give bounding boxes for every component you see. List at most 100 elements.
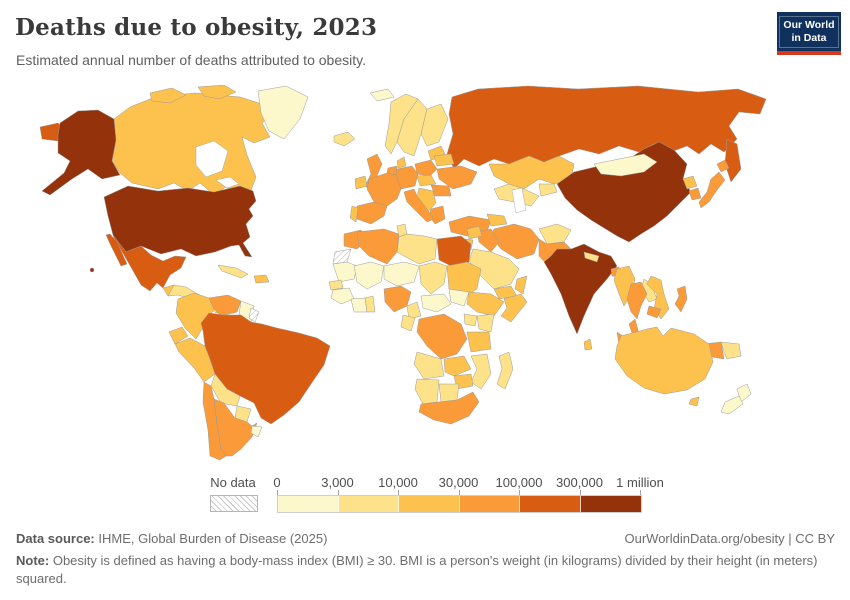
country-iceland[interactable] (333, 131, 356, 147)
country-czechia-hungary[interactable] (416, 174, 437, 187)
country-dr-congo[interactable] (416, 313, 468, 360)
country-namibia[interactable] (414, 378, 440, 405)
country-guinea[interactable] (330, 287, 355, 305)
country-mexico[interactable] (112, 234, 187, 292)
legend-bin-2[interactable] (399, 496, 460, 512)
country-japan[interactable] (698, 171, 726, 209)
country-greenland[interactable] (257, 85, 309, 140)
legend-bin-3[interactable] (459, 496, 520, 512)
legend-tick-label: 0 (273, 475, 281, 490)
country-denmark[interactable] (396, 156, 407, 169)
country-nigeria[interactable] (383, 285, 412, 313)
country-sweden[interactable] (396, 98, 428, 157)
country-chad[interactable] (418, 261, 448, 295)
country-afghanistan[interactable] (538, 223, 572, 245)
country-brazil[interactable] (200, 312, 331, 425)
country-poland[interactable] (414, 159, 438, 177)
country-french-guiana[interactable] (248, 307, 260, 323)
country-ethiopia[interactable] (466, 291, 505, 317)
country-iraq[interactable] (476, 228, 500, 253)
country-zambia[interactable] (443, 355, 472, 377)
country-venezuela[interactable] (208, 294, 242, 317)
legend-no-data-label: No data (210, 475, 256, 490)
country-mozambique[interactable] (470, 353, 492, 390)
country-kenya[interactable] (476, 313, 495, 333)
country-botswana[interactable] (438, 383, 460, 403)
country-mexico-baja[interactable] (105, 233, 128, 267)
country-belarus[interactable] (433, 153, 455, 167)
country-canada-arctic-islands-2[interactable] (197, 85, 237, 100)
country-vietnam[interactable] (646, 275, 670, 320)
country-thailand[interactable] (626, 281, 648, 320)
country-ukraine[interactable] (436, 165, 478, 190)
country-russia[interactable] (446, 85, 767, 170)
country-romania[interactable] (430, 184, 452, 197)
legend-color-scale (277, 495, 642, 513)
country-new-zealand-south[interactable] (720, 395, 744, 415)
country-ecuador[interactable] (168, 326, 189, 345)
country-egypt[interactable] (436, 235, 472, 267)
country-china[interactable] (556, 141, 692, 243)
legend-bin-5[interactable] (580, 496, 641, 512)
country-niger[interactable] (383, 261, 420, 287)
owid-license-link[interactable]: OurWorldinData.org/obesity | CC BY (624, 531, 836, 546)
country-mongolia[interactable] (593, 153, 658, 177)
country-philippines[interactable] (674, 285, 688, 313)
country-usa[interactable] (103, 185, 257, 258)
country-syria[interactable] (466, 225, 483, 240)
country-canada-arctic-islands[interactable] (149, 87, 187, 104)
country-argentina[interactable] (213, 398, 258, 457)
country-india[interactable] (543, 243, 618, 335)
country-australia-tasmania[interactable] (688, 396, 700, 407)
country-algeria[interactable] (356, 228, 400, 265)
country-hispaniola[interactable] (253, 274, 270, 284)
country-japan-hokkaido[interactable] (716, 159, 730, 173)
country-south-korea[interactable] (688, 187, 702, 201)
legend-bin-0[interactable] (278, 496, 339, 512)
country-finland[interactable] (420, 103, 449, 147)
country-usa-hawaii[interactable] (89, 267, 95, 273)
country-italy[interactable] (403, 188, 435, 223)
country-cambodia[interactable] (646, 305, 662, 319)
country-libya[interactable] (396, 233, 438, 265)
legend-tick (519, 490, 520, 495)
country-russia-kamchatka[interactable] (724, 138, 742, 183)
country-uganda[interactable] (463, 313, 478, 327)
legend-no-data-swatch[interactable] (210, 495, 258, 512)
country-france[interactable] (366, 172, 402, 207)
country-cameroon[interactable] (406, 301, 422, 320)
country-mali[interactable] (353, 261, 385, 290)
country-kyrgyzstan-tajikistan[interactable] (538, 183, 558, 197)
country-nepal[interactable] (583, 251, 600, 263)
country-somalia[interactable] (500, 293, 528, 323)
country-papua-new-guinea[interactable] (720, 341, 742, 360)
country-uruguay[interactable] (250, 425, 263, 438)
country-madagascar[interactable] (496, 351, 514, 390)
country-western-sahara[interactable] (332, 248, 352, 265)
country-svalbard[interactable] (369, 88, 395, 102)
country-mauritania[interactable] (332, 261, 358, 283)
country-gabon-congo[interactable] (400, 314, 416, 332)
country-senegal[interactable] (328, 279, 344, 291)
country-angola[interactable] (413, 351, 445, 380)
country-spain[interactable] (356, 201, 388, 225)
country-south-africa[interactable] (418, 391, 480, 425)
country-oman[interactable] (514, 275, 528, 295)
country-central-african-republic[interactable] (420, 293, 452, 313)
country-portugal[interactable] (349, 205, 359, 223)
country-caucasus[interactable] (486, 213, 508, 227)
country-canada[interactable] (111, 92, 273, 202)
country-cuba[interactable] (217, 264, 249, 279)
legend-bin-4[interactable] (520, 496, 581, 512)
country-ghana[interactable] (364, 295, 376, 313)
country-australia[interactable] (614, 326, 714, 395)
legend-bin-1[interactable] (338, 496, 399, 512)
owid-logo[interactable]: Our World in Data (777, 12, 841, 56)
country-south-sudan[interactable] (448, 288, 470, 307)
country-sri-lanka[interactable] (583, 338, 593, 351)
country-ireland[interactable] (354, 175, 368, 190)
country-ivory-coast[interactable] (350, 297, 368, 313)
country-north-korea[interactable] (682, 175, 698, 190)
country-usa-alaska[interactable] (41, 109, 121, 196)
country-tanzania[interactable] (466, 331, 492, 353)
